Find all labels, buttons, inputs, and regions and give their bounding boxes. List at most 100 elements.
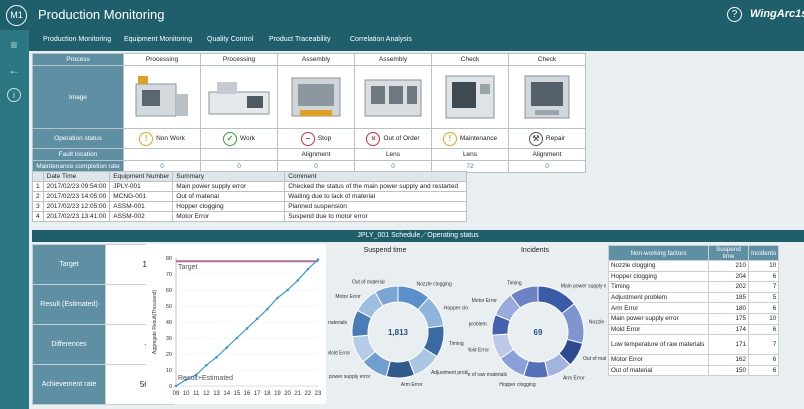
table-row[interactable]: 4 2017/02/23 13:41:00 ASSM-002 Motor Error S… bbox=[32, 211, 468, 222]
slice-label: Timing bbox=[449, 341, 464, 347]
table-row[interactable]: Low temperature of raw materials 171 7 bbox=[608, 334, 780, 356]
tab-product-traceability[interactable]: Product Traceability bbox=[269, 36, 331, 43]
status-cell: ! Maintenance bbox=[431, 128, 509, 149]
data-point bbox=[296, 279, 300, 282]
y-tick-label: 60 bbox=[166, 288, 172, 294]
x-tick-label: 21 bbox=[294, 391, 301, 397]
machine-image-cell bbox=[200, 65, 278, 129]
slice-label: Adjustment problem bbox=[468, 322, 487, 328]
x-tick-label: 11 bbox=[193, 391, 200, 397]
table-row[interactable]: Main power supply error 175 10 bbox=[608, 312, 780, 325]
page-title: Production Monitoring bbox=[38, 7, 165, 22]
incidents: 7 bbox=[747, 334, 780, 356]
data-point bbox=[316, 258, 320, 261]
factor: Mold Error bbox=[608, 323, 709, 336]
process-cell: Check bbox=[431, 53, 509, 66]
row-index: 3 bbox=[32, 201, 44, 212]
suspend-time: 185 bbox=[708, 291, 749, 304]
column-header: Non-working factors bbox=[608, 245, 709, 261]
machine-image bbox=[524, 75, 570, 119]
x-tick-label: 20 bbox=[284, 391, 291, 397]
y-tick-label: 80 bbox=[166, 256, 172, 262]
column-header bbox=[32, 171, 44, 182]
row-label: Operation status bbox=[32, 128, 124, 149]
suspend-time: 174 bbox=[708, 323, 749, 336]
table-row[interactable]: Timing 202 7 bbox=[608, 281, 780, 293]
machine-image bbox=[291, 77, 341, 117]
tab-quality-control[interactable]: Quality Control bbox=[207, 36, 254, 43]
status-cell: ✓ Work bbox=[200, 128, 278, 149]
slice-label: Arm Error bbox=[563, 376, 585, 382]
slice-label: Low temperature of raw materials bbox=[328, 320, 347, 326]
date-time: 2017/02/23 13:41:00 bbox=[42, 211, 111, 222]
process-cell: Processing bbox=[200, 53, 278, 66]
machine-image-cell bbox=[508, 65, 586, 129]
status-cell: ⚒ Repair bbox=[508, 128, 586, 149]
y-tick-label: 20 bbox=[166, 352, 172, 358]
kpi-label: Target bbox=[32, 244, 106, 285]
slice-label: Mold Error bbox=[468, 347, 489, 353]
machine-image bbox=[445, 75, 495, 119]
kpi-label: Differences bbox=[32, 324, 106, 365]
row-label: Fault location bbox=[32, 148, 124, 161]
pie-title: Incidents bbox=[520, 247, 550, 254]
table-row[interactable]: Hopper clogging 204 6 bbox=[608, 270, 780, 283]
table-row[interactable]: 3 2017/02/23 12:05:00 ASSM-001 Hopper clogg… bbox=[32, 201, 468, 212]
status-cell: × Out of Order bbox=[354, 128, 432, 149]
suspend-time: 202 bbox=[708, 281, 749, 293]
x-icon: × bbox=[366, 131, 381, 146]
tab-production-monitoring[interactable]: Production Monitoring bbox=[43, 36, 112, 43]
summary: Out of material bbox=[172, 191, 286, 202]
date-time: 2017/02/23 14:05:00 bbox=[42, 191, 111, 202]
table-row[interactable]: Mold Error 174 6 bbox=[608, 323, 780, 336]
incidents-donut: Main power supply error Nozzle clogging Ou… bbox=[468, 281, 606, 388]
equipment-number: ASSM-002 bbox=[109, 211, 174, 222]
process-cell: Assembly bbox=[354, 53, 432, 66]
fault-cell bbox=[200, 148, 278, 161]
tab-correlation-analysis[interactable]: Correlation Analysis bbox=[350, 36, 412, 43]
menu-icon[interactable]: ≡ bbox=[10, 38, 18, 52]
pie-title: Suspend time bbox=[363, 247, 407, 254]
machine-image-cell bbox=[431, 65, 509, 129]
brand-logo: WingArc1st bbox=[750, 8, 804, 20]
factor: Nozzle clogging bbox=[608, 260, 709, 272]
date-time: 2017/02/23 09:54:00 bbox=[42, 181, 111, 192]
x-tick-label: 10 bbox=[183, 391, 190, 397]
row-index: 4 bbox=[32, 211, 44, 222]
wrench-icon: ⚒ bbox=[528, 131, 543, 146]
suspend-time: 210 bbox=[708, 260, 749, 272]
fault-cell: Lens bbox=[354, 148, 432, 161]
process-cell: Check bbox=[508, 53, 586, 66]
info-icon[interactable]: i bbox=[7, 88, 21, 102]
factor: Hopper clogging bbox=[608, 270, 709, 283]
machine-image bbox=[364, 79, 422, 117]
table-row[interactable]: Nozzle clogging 210 10 bbox=[608, 260, 780, 272]
slice-label: Main power supply error bbox=[561, 283, 606, 289]
incidents: 6 bbox=[747, 302, 780, 314]
summary: Hopper clogging bbox=[172, 201, 286, 212]
table-row[interactable]: Adjustment problem 185 5 bbox=[608, 291, 780, 304]
table-row[interactable]: 2 2017/02/23 14:05:00 MCNG-001 Out of mater… bbox=[32, 191, 468, 202]
donut-slice bbox=[374, 285, 399, 307]
help-icon[interactable]: ? bbox=[727, 7, 742, 22]
slice-label: Hopper clogging bbox=[499, 382, 536, 388]
y-tick-label: 0 bbox=[169, 384, 172, 390]
slice-label: Mold Error bbox=[328, 350, 351, 356]
table-row[interactable]: 1 2017/02/23 09:54:00 JPLY-001 Main power s… bbox=[32, 181, 468, 192]
status-text: Stop bbox=[317, 135, 332, 142]
table-row[interactable]: Motor Error 162 6 bbox=[608, 354, 780, 366]
table-row[interactable]: Out of material 150 6 bbox=[608, 364, 780, 377]
data-point bbox=[215, 355, 218, 359]
y-tick-label: 30 bbox=[166, 336, 172, 342]
slice-label: Nozzle clogging bbox=[417, 281, 453, 287]
kpi-label: Result (Estimated) bbox=[32, 284, 106, 325]
incidents: 10 bbox=[747, 312, 780, 325]
back-arrow-icon[interactable]: ← bbox=[8, 63, 20, 77]
stop-icon: − bbox=[300, 131, 315, 146]
table-row[interactable]: Arm Error 180 6 bbox=[608, 302, 780, 314]
donut-slice bbox=[385, 359, 416, 379]
tab-equipment-monitoring[interactable]: Equipment Monitoring bbox=[124, 36, 193, 43]
y-tick-label: 40 bbox=[166, 320, 172, 326]
status-text: Maintenance bbox=[459, 135, 498, 142]
